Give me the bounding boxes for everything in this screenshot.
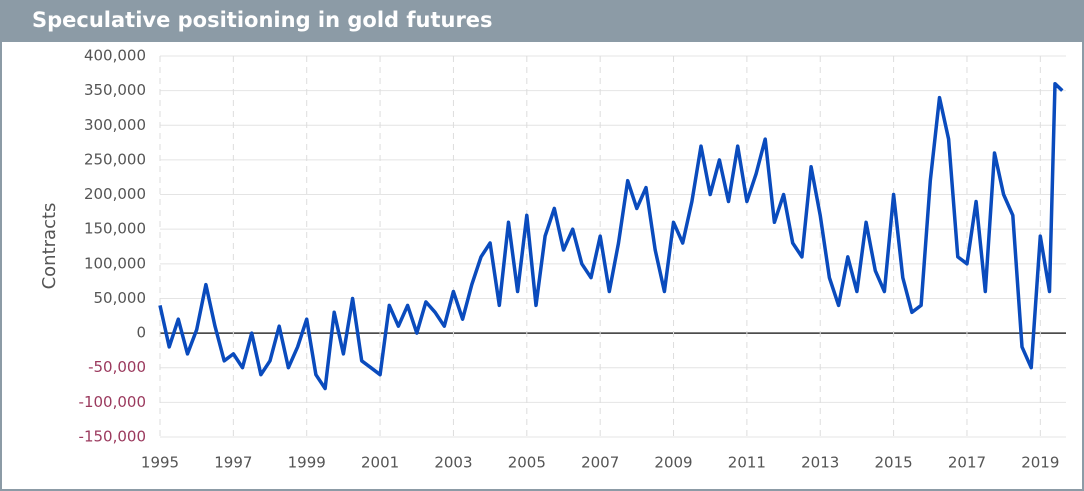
x-tick-label: 2001 [361, 454, 399, 472]
y-tick-label: -100,000 [79, 393, 146, 411]
y-tick-label: 150,000 [84, 220, 146, 238]
x-tick-label: 2017 [948, 454, 986, 472]
x-tick-label: 1997 [214, 454, 252, 472]
x-tick-label: 2011 [728, 454, 766, 472]
y-axis-label: Contracts [39, 203, 60, 290]
x-tick-label: 2005 [508, 454, 546, 472]
x-tick-label: 2013 [801, 454, 839, 472]
y-tick-label: 0 [136, 324, 146, 342]
y-tick-label: 200,000 [84, 185, 146, 203]
x-tick-label: 2015 [875, 454, 913, 472]
y-tick-label: 250,000 [84, 150, 146, 168]
title-bar: Speculative positioning in gold futures [2, 2, 1082, 42]
data-line [158, 81, 1064, 391]
y-tick-label: 300,000 [84, 116, 146, 134]
x-tick-label: 1999 [288, 454, 326, 472]
x-tick-label: 2003 [434, 454, 472, 472]
y-tick-label: 50,000 [94, 289, 147, 307]
y-tick-label: 400,000 [84, 47, 146, 65]
chart-title: Speculative positioning in gold futures [32, 8, 493, 32]
x-tick-label: 1995 [141, 454, 179, 472]
y-tick-label: -50,000 [88, 358, 146, 376]
x-tick-label: 2019 [1021, 454, 1059, 472]
y-tick-label: 350,000 [84, 81, 146, 99]
y-tick-label: 100,000 [84, 254, 146, 272]
x-tick-label: 2009 [654, 454, 692, 472]
y-tick-label: -150,000 [79, 428, 146, 446]
x-tick-label: 2007 [581, 454, 619, 472]
